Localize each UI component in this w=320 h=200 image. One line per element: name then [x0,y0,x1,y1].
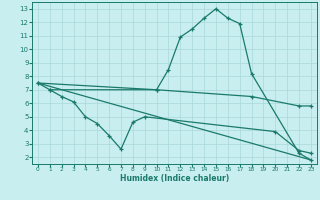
X-axis label: Humidex (Indice chaleur): Humidex (Indice chaleur) [120,174,229,183]
